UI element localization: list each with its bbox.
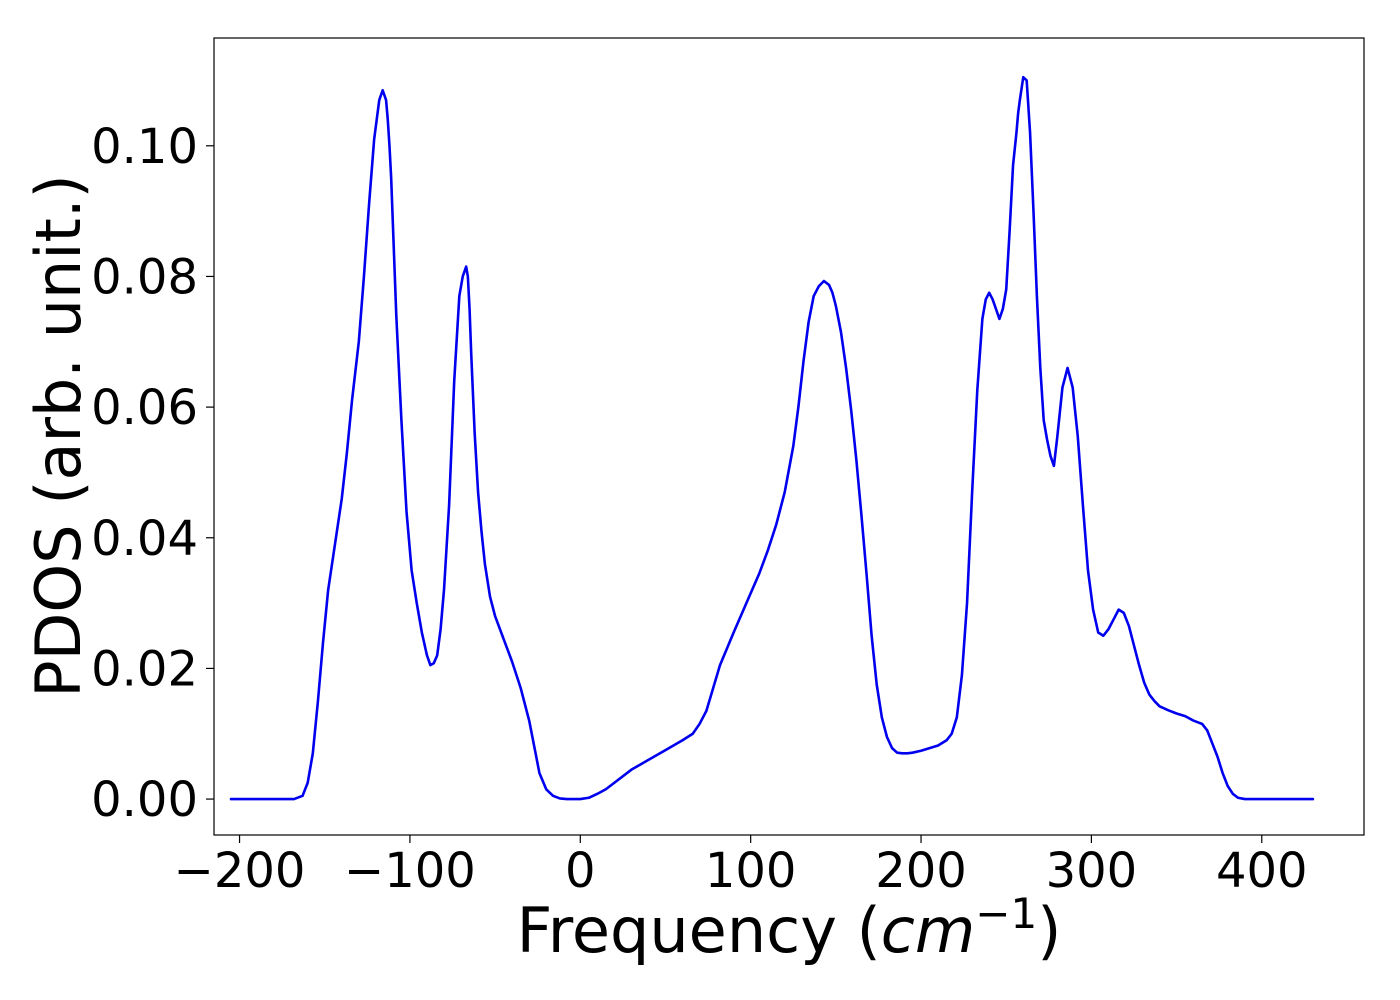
y-tick-label: 0.06 bbox=[91, 380, 198, 436]
x-tick-label: 100 bbox=[705, 843, 797, 899]
y-tick-label: 0.10 bbox=[91, 119, 198, 175]
x-tick-label: 0 bbox=[565, 843, 596, 899]
x-tick-label: −200 bbox=[174, 843, 306, 899]
pdos-series-line bbox=[229, 75, 1315, 801]
plot-area-frame bbox=[213, 37, 1365, 836]
x-tick-label: 200 bbox=[875, 843, 967, 899]
y-tick-label: 0.00 bbox=[91, 772, 198, 828]
y-tick-label: 0.04 bbox=[91, 511, 198, 567]
x-tick-label: 300 bbox=[1046, 843, 1138, 899]
x-axis-label: Frequency (cm−1) bbox=[517, 889, 1062, 967]
x-tick-label: −100 bbox=[344, 843, 476, 899]
y-tick-label: 0.08 bbox=[91, 249, 198, 305]
y-axis-label: PDOS (arb. unit.) bbox=[22, 174, 95, 697]
y-tick-label: 0.02 bbox=[91, 641, 198, 697]
y-axis-ticks: 0.00 0.02 0.04 0.06 0.08 0.10 bbox=[91, 119, 214, 828]
x-axis-ticks: −200 −100 0 100 200 300 400 bbox=[174, 835, 1308, 899]
x-tick-label: 400 bbox=[1216, 843, 1308, 899]
